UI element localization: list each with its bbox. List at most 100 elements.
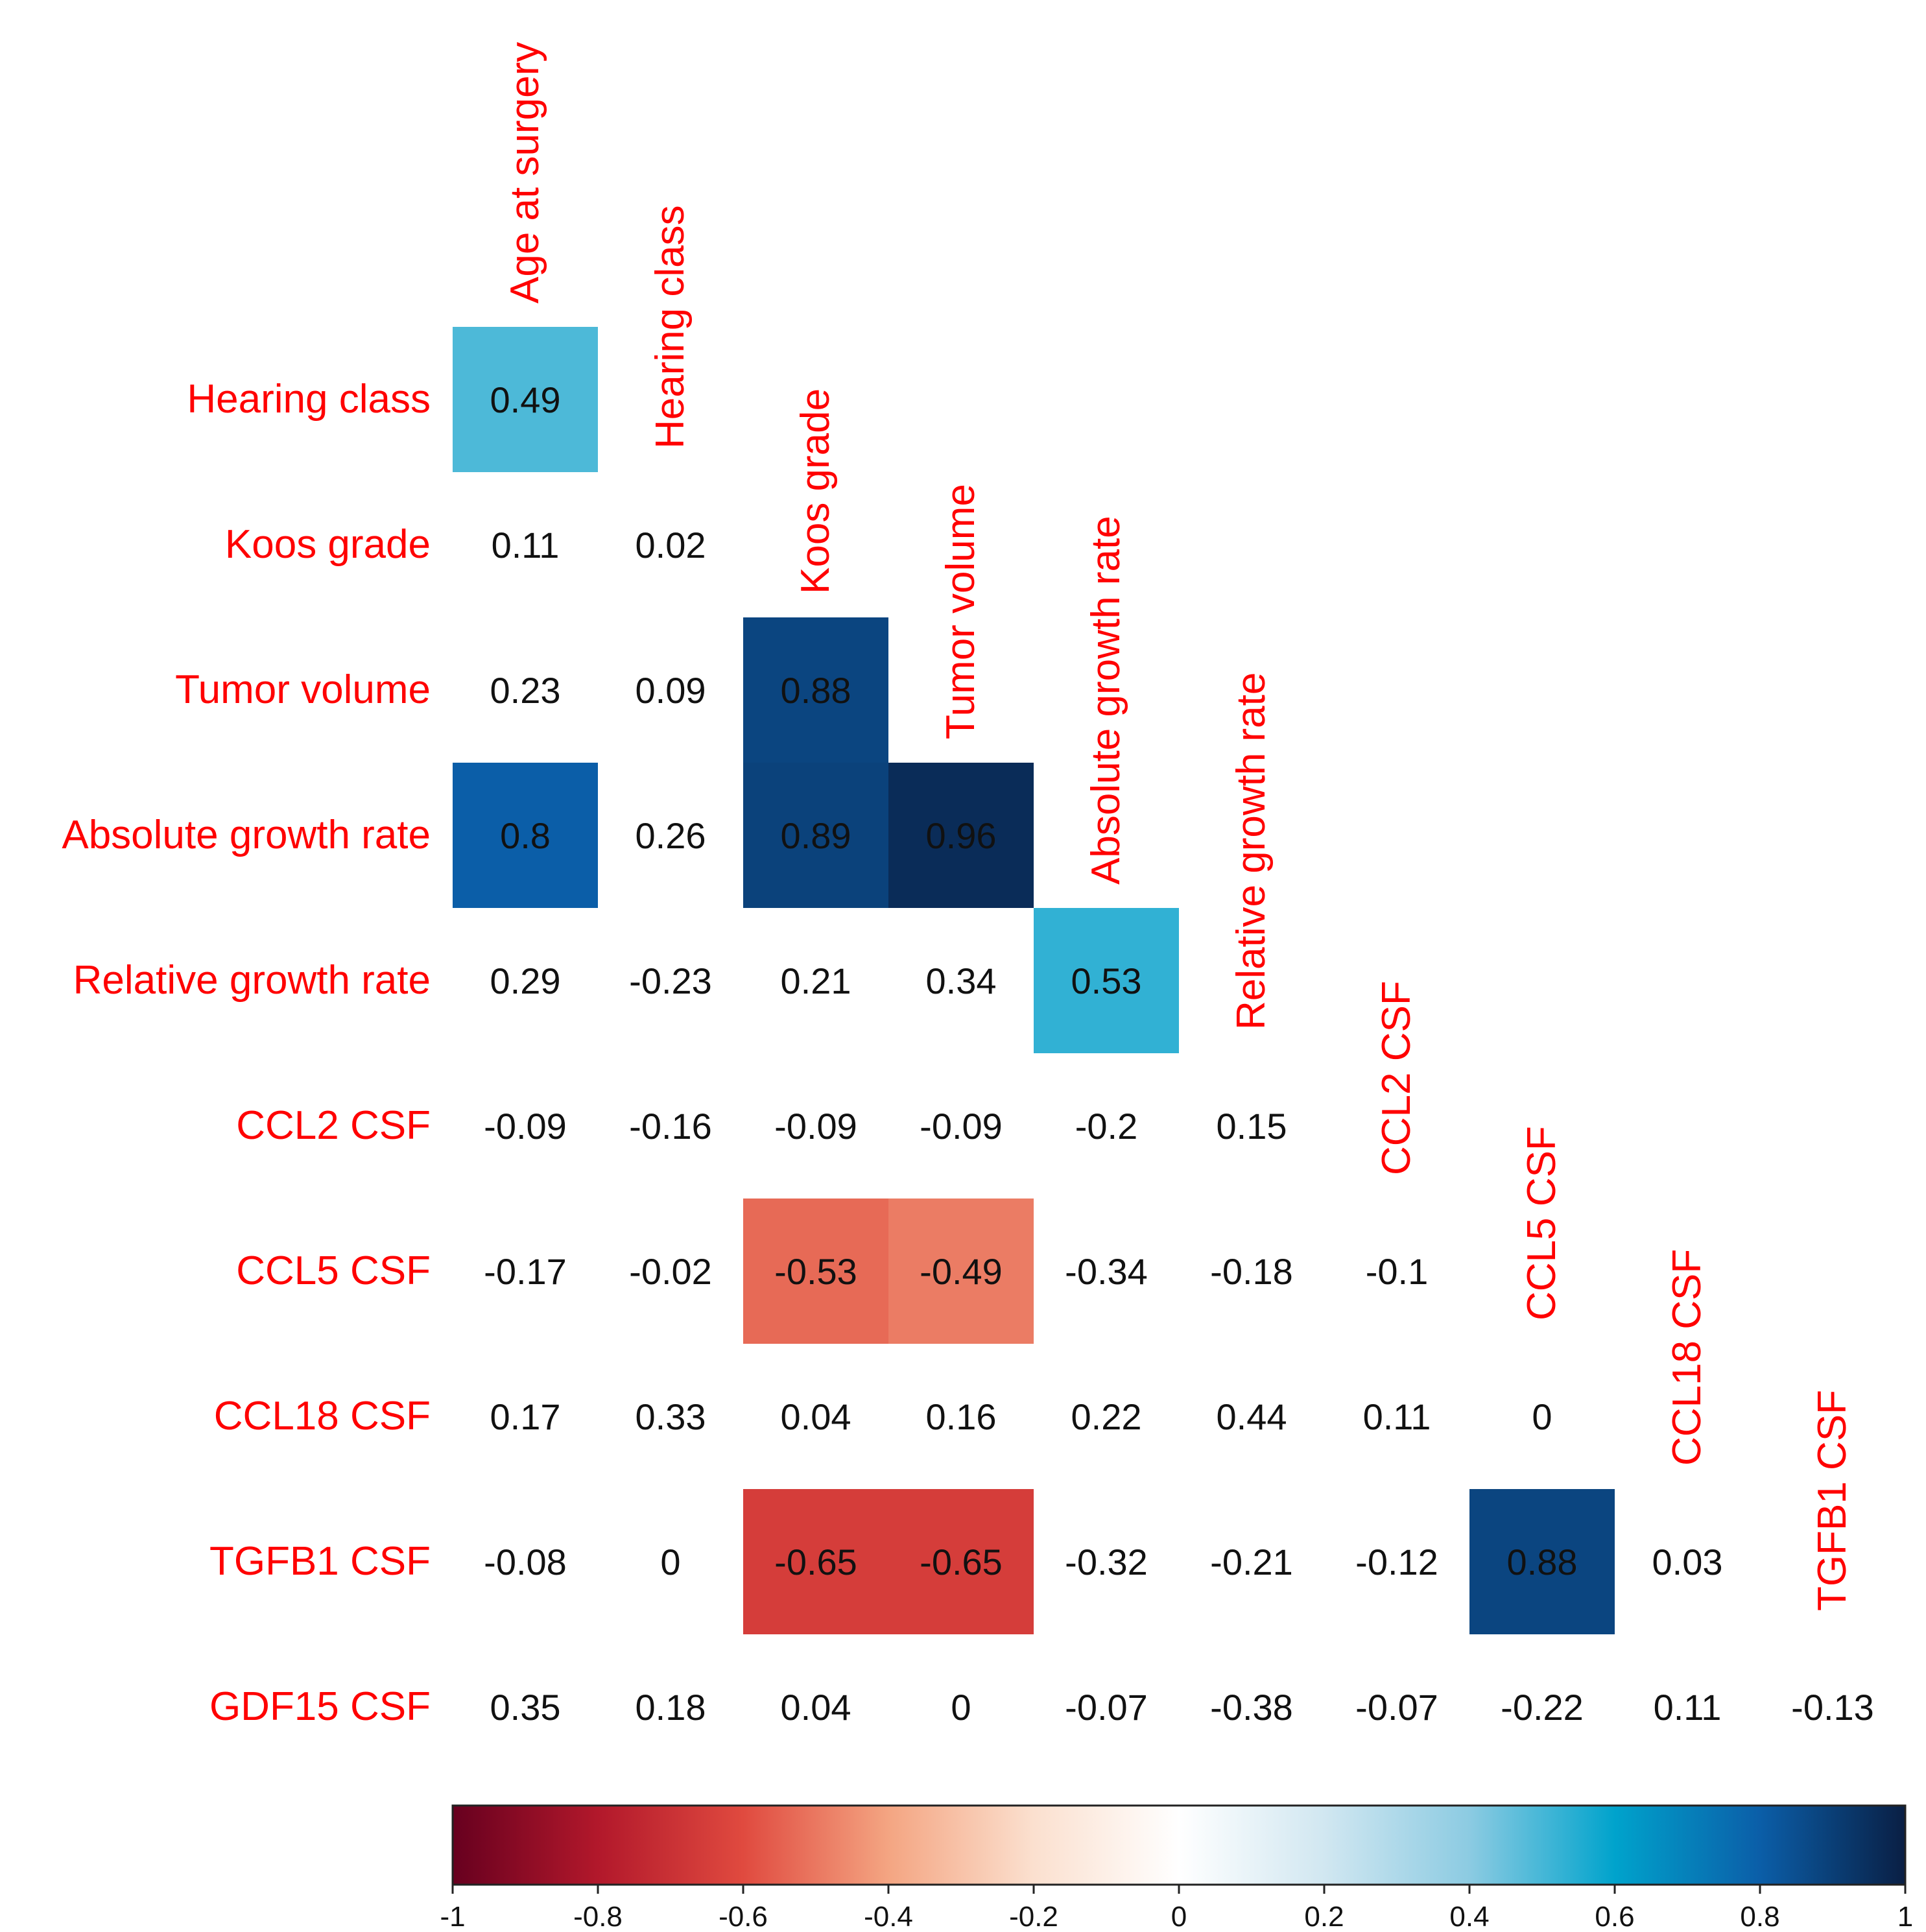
cell-value-tgfb1-csf-tumor-volume: -0.65 bbox=[920, 1542, 1003, 1582]
colorbar-tick-label: 1 bbox=[1897, 1901, 1913, 1932]
cell-value-ccl18-csf-absolute-growth-rate: 0.22 bbox=[1071, 1396, 1142, 1437]
colorbar: -1 -0.8 -0.6 -0.4 -0.2 0 0.2 0.4 0.6 0.8 1 bbox=[440, 1804, 1913, 1932]
cell-value-tumor-volume-hearing-class: 0.09 bbox=[636, 670, 706, 711]
cell-value-relative-growth-rate-absolute-growth-rate: 0.53 bbox=[1071, 960, 1142, 1001]
cell-value-ccl2-csf-koos-grade: -0.09 bbox=[774, 1106, 857, 1147]
cell-value-absolute-growth-rate-koos-grade: 0.89 bbox=[781, 815, 851, 856]
row-label-ccl5-csf: CCL5 CSF bbox=[236, 1248, 431, 1293]
cell-absolute-growth-rate-koos-grade bbox=[743, 763, 888, 908]
column-label-relative-growth-rate: Relative growth rate bbox=[1229, 673, 1274, 1030]
cell-ccl5-csf-koos-grade bbox=[743, 1199, 888, 1344]
cell-value-koos-grade-age-at-surgery: 0.11 bbox=[492, 525, 560, 566]
colorbar-tick-label: 0.8 bbox=[1740, 1901, 1779, 1932]
cell-value-hearing-class-age-at-surgery: 0.49 bbox=[490, 379, 561, 420]
colorbar-bar bbox=[451, 1804, 1907, 1886]
cell-relative-growth-rate-absolute-growth-rate bbox=[1034, 908, 1179, 1053]
cell-value-gdf15-csf-ccl5-csf: -0.22 bbox=[1501, 1687, 1584, 1728]
cell-value-tgfb1-csf-age-at-surgery: -0.08 bbox=[484, 1542, 567, 1582]
cell-value-tumor-volume-koos-grade: 0.88 bbox=[781, 670, 851, 711]
cell-tgfb1-csf-tumor-volume bbox=[888, 1489, 1034, 1634]
cell-value-ccl5-csf-hearing-class: -0.02 bbox=[629, 1251, 712, 1292]
row-label-relative-growth-rate: Relative growth rate bbox=[73, 958, 431, 1003]
column-label-age-at-surgery: Age at surgery bbox=[503, 42, 547, 304]
colorbar-tick-label: 0.4 bbox=[1449, 1901, 1489, 1932]
cell-tumor-volume-koos-grade bbox=[743, 617, 888, 763]
column-label-ccl5-csf: CCL5 CSF bbox=[1519, 1126, 1564, 1320]
colorbar-tick-label: -0.6 bbox=[719, 1901, 768, 1932]
cell-value-koos-grade-hearing-class: 0.02 bbox=[636, 525, 706, 566]
cell-value-tgfb1-csf-ccl5-csf: 0.88 bbox=[1507, 1542, 1578, 1582]
cell-value-ccl2-csf-age-at-surgery: -0.09 bbox=[484, 1106, 567, 1147]
cell-value-gdf15-csf-tgfb1-csf: -0.13 bbox=[1791, 1687, 1874, 1728]
column-label-tumor-volume: Tumor volume bbox=[938, 484, 983, 739]
cell-value-ccl5-csf-koos-grade: -0.53 bbox=[774, 1251, 857, 1292]
cell-value-relative-growth-rate-hearing-class: -0.23 bbox=[629, 960, 712, 1001]
row-label-hearing-class: Hearing class bbox=[187, 377, 431, 422]
cell-value-ccl2-csf-absolute-growth-rate: -0.2 bbox=[1075, 1106, 1138, 1147]
cell-value-ccl18-csf-tumor-volume: 0.16 bbox=[926, 1396, 997, 1437]
cell-value-gdf15-csf-hearing-class: 0.18 bbox=[636, 1687, 706, 1728]
cell-value-ccl2-csf-relative-growth-rate: 0.15 bbox=[1217, 1106, 1287, 1147]
row-label-koos-grade: Koos grade bbox=[225, 522, 431, 567]
colorbar-tick-label: 0.2 bbox=[1304, 1901, 1344, 1932]
cell-value-gdf15-csf-koos-grade: 0.04 bbox=[781, 1687, 851, 1728]
column-labels: Age at surgery Hearing class Koos grade Tum… bbox=[503, 42, 1855, 1611]
colorbar-tick-label: -0.8 bbox=[573, 1901, 623, 1932]
cell-value-ccl2-csf-hearing-class: -0.16 bbox=[629, 1106, 712, 1147]
cell-value-gdf15-csf-age-at-surgery: 0.35 bbox=[490, 1687, 561, 1728]
row-label-ccl18-csf: CCL18 CSF bbox=[214, 1394, 431, 1438]
colorbar-tick-label: 0.6 bbox=[1595, 1901, 1634, 1932]
cell-value-gdf15-csf-ccl18-csf: 0.11 bbox=[1654, 1687, 1722, 1728]
cell-value-ccl18-csf-relative-growth-rate: 0.44 bbox=[1217, 1396, 1287, 1437]
cell-value-relative-growth-rate-koos-grade: 0.21 bbox=[781, 960, 851, 1001]
cell-value-ccl18-csf-ccl2-csf: 0.11 bbox=[1363, 1396, 1431, 1437]
cell-value-tumor-volume-age-at-surgery: 0.23 bbox=[490, 670, 561, 711]
cell-value-ccl2-csf-tumor-volume: -0.09 bbox=[920, 1106, 1003, 1147]
column-label-tgfb1-csf: TGFB1 CSF bbox=[1810, 1390, 1855, 1611]
cell-tgfb1-csf-koos-grade bbox=[743, 1489, 888, 1634]
cell-value-relative-growth-rate-tumor-volume: 0.34 bbox=[926, 960, 997, 1001]
cell-value-ccl18-csf-hearing-class: 0.33 bbox=[636, 1396, 706, 1437]
cell-value-ccl5-csf-absolute-growth-rate: -0.34 bbox=[1065, 1251, 1148, 1292]
cell-value-absolute-growth-rate-tumor-volume: 0.96 bbox=[926, 815, 997, 856]
cell-value-ccl5-csf-tumor-volume: -0.49 bbox=[920, 1251, 1003, 1292]
cell-value-absolute-growth-rate-age-at-surgery: 0.8 bbox=[500, 815, 551, 856]
cell-hearing-class-age-at-surgery bbox=[453, 327, 598, 472]
cell-value-ccl18-csf-ccl5-csf: 0 bbox=[1532, 1396, 1552, 1437]
cell-absolute-growth-rate-age-at-surgery bbox=[453, 763, 598, 908]
cell-absolute-growth-rate-tumor-volume bbox=[888, 763, 1034, 908]
column-label-absolute-growth-rate: Absolute growth rate bbox=[1084, 516, 1128, 885]
cell-tgfb1-csf-ccl5-csf bbox=[1469, 1489, 1615, 1634]
cell-value-ccl5-csf-age-at-surgery: -0.17 bbox=[484, 1251, 567, 1292]
cell-value-tgfb1-csf-hearing-class: 0 bbox=[660, 1542, 680, 1582]
cell-value-gdf15-csf-relative-growth-rate: -0.38 bbox=[1210, 1687, 1293, 1728]
colorbar-tick-label: -0.2 bbox=[1009, 1901, 1058, 1932]
cell-value-gdf15-csf-ccl2-csf: -0.07 bbox=[1355, 1687, 1438, 1728]
row-labels: Hearing class Koos grade Tumor volume Absol… bbox=[62, 377, 431, 1729]
cell-value-gdf15-csf-absolute-growth-rate: -0.07 bbox=[1065, 1687, 1148, 1728]
row-label-gdf15-csf: GDF15 CSF bbox=[209, 1684, 431, 1729]
cell-value-relative-growth-rate-age-at-surgery: 0.29 bbox=[490, 960, 561, 1001]
row-label-ccl2-csf: CCL2 CSF bbox=[236, 1103, 431, 1148]
cell-value-gdf15-csf-tumor-volume: 0 bbox=[951, 1687, 971, 1728]
cell-value-tgfb1-csf-ccl2-csf: -0.12 bbox=[1355, 1542, 1438, 1582]
colorbar-tick-label: -0.4 bbox=[864, 1901, 913, 1932]
cells-layer: 0.49 0.11 0.02 0.23 0.09 0.88 0.8 0.26 0.89 0.96 0… bbox=[453, 327, 1874, 1728]
column-label-ccl2-csf: CCL2 CSF bbox=[1374, 981, 1419, 1175]
cell-value-ccl5-csf-relative-growth-rate: -0.18 bbox=[1210, 1251, 1293, 1292]
row-label-absolute-growth-rate: Absolute growth rate bbox=[62, 813, 431, 857]
cell-value-absolute-growth-rate-hearing-class: 0.26 bbox=[636, 815, 706, 856]
colorbar-tick-label: -1 bbox=[440, 1901, 465, 1932]
cell-value-tgfb1-csf-relative-growth-rate: -0.21 bbox=[1210, 1542, 1293, 1582]
column-label-hearing-class: Hearing class bbox=[648, 205, 693, 449]
cell-value-tgfb1-csf-koos-grade: -0.65 bbox=[774, 1542, 857, 1582]
colorbar-tick-label: 0 bbox=[1171, 1901, 1187, 1932]
cell-value-ccl18-csf-koos-grade: 0.04 bbox=[781, 1396, 851, 1437]
column-label-ccl18-csf: CCL18 CSF bbox=[1665, 1249, 1709, 1466]
row-label-tumor-volume: Tumor volume bbox=[175, 667, 431, 712]
cell-value-ccl5-csf-ccl2-csf: -0.1 bbox=[1366, 1251, 1429, 1292]
cell-value-ccl18-csf-age-at-surgery: 0.17 bbox=[490, 1396, 561, 1437]
row-label-tgfb1-csf: TGFB1 CSF bbox=[209, 1539, 431, 1584]
cell-value-tgfb1-csf-absolute-growth-rate: -0.32 bbox=[1065, 1542, 1148, 1582]
